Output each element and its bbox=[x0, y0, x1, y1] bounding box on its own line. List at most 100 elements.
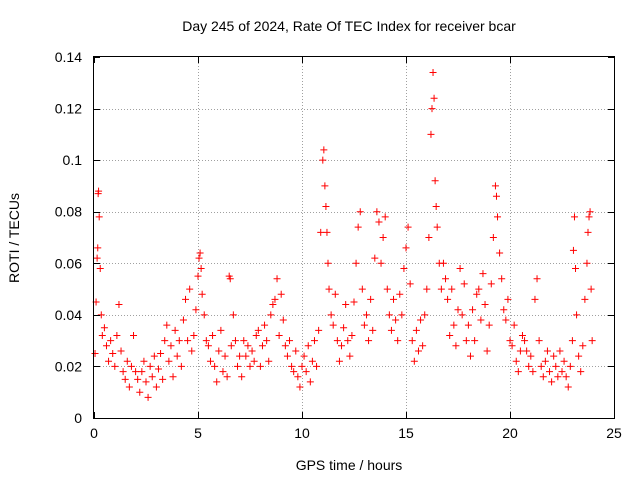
data-point bbox=[325, 285, 333, 293]
data-point bbox=[427, 130, 435, 138]
data-point bbox=[315, 326, 323, 334]
data-point bbox=[421, 311, 429, 319]
data-point bbox=[383, 285, 391, 293]
data-point bbox=[506, 337, 514, 345]
data-point bbox=[446, 331, 454, 339]
data-point bbox=[492, 192, 500, 200]
data-point bbox=[452, 342, 460, 350]
data-point bbox=[283, 352, 291, 360]
data-point bbox=[529, 368, 537, 376]
data-point bbox=[200, 311, 208, 319]
data-point bbox=[428, 105, 436, 113]
x-tick-labels: 0 5 10 15 20 25 bbox=[90, 425, 622, 441]
y-tick-label: 0.04 bbox=[55, 307, 82, 323]
y-tick-label: 0.06 bbox=[55, 255, 82, 271]
data-point bbox=[527, 352, 535, 360]
data-point bbox=[113, 331, 121, 339]
data-point bbox=[475, 285, 483, 293]
data-point bbox=[329, 321, 337, 329]
data-point bbox=[204, 342, 212, 350]
data-point bbox=[119, 368, 127, 376]
data-point bbox=[275, 331, 283, 339]
data-point bbox=[173, 352, 181, 360]
data-point bbox=[396, 290, 404, 298]
data-point bbox=[485, 321, 493, 329]
data-point bbox=[521, 337, 529, 345]
data-point bbox=[444, 295, 452, 303]
data-point bbox=[169, 373, 177, 381]
data-point bbox=[269, 301, 277, 309]
data-point bbox=[340, 324, 348, 332]
data-point bbox=[219, 368, 227, 376]
data-point bbox=[432, 203, 440, 211]
data-point bbox=[159, 375, 167, 383]
data-point bbox=[344, 337, 352, 345]
data-point bbox=[350, 298, 358, 306]
data-point bbox=[500, 306, 508, 314]
data-point bbox=[192, 306, 200, 314]
data-point bbox=[254, 326, 262, 334]
data-point bbox=[450, 321, 458, 329]
data-point bbox=[581, 295, 589, 303]
data-point bbox=[107, 337, 115, 345]
data-point bbox=[125, 383, 133, 391]
data-point bbox=[352, 259, 360, 267]
data-point bbox=[182, 295, 190, 303]
plot-frame bbox=[93, 56, 615, 419]
data-point bbox=[333, 337, 341, 345]
data-point bbox=[215, 347, 223, 355]
data-point bbox=[146, 362, 154, 370]
data-point bbox=[494, 213, 502, 221]
data-point bbox=[458, 311, 466, 319]
data-point bbox=[136, 388, 144, 396]
data-point bbox=[209, 331, 217, 339]
data-point bbox=[288, 362, 296, 370]
data-point bbox=[469, 306, 477, 314]
data-point bbox=[320, 146, 328, 154]
data-point bbox=[327, 311, 335, 319]
data-point bbox=[489, 234, 497, 241]
data-point bbox=[229, 311, 237, 319]
data-point bbox=[556, 347, 564, 355]
data-point bbox=[211, 362, 219, 370]
data-point bbox=[202, 337, 210, 345]
data-point bbox=[539, 373, 547, 381]
data-point bbox=[439, 259, 447, 267]
data-point bbox=[95, 187, 103, 195]
data-point bbox=[98, 331, 106, 339]
data-point bbox=[294, 373, 302, 381]
data-point bbox=[115, 301, 123, 309]
data-point bbox=[177, 362, 185, 370]
data-point bbox=[277, 290, 285, 298]
data-point bbox=[323, 228, 331, 236]
data-point bbox=[456, 264, 464, 272]
data-point bbox=[100, 324, 108, 332]
data-point bbox=[175, 337, 183, 345]
data-point bbox=[373, 208, 381, 216]
data-point bbox=[586, 208, 594, 216]
data-point bbox=[487, 280, 495, 288]
data-point bbox=[121, 375, 129, 383]
data-point bbox=[360, 321, 368, 329]
data-point bbox=[171, 326, 179, 334]
data-point bbox=[317, 228, 325, 236]
data-point bbox=[197, 264, 205, 272]
data-point bbox=[419, 342, 427, 350]
data-point bbox=[238, 373, 246, 381]
data-point bbox=[535, 337, 543, 345]
data-point bbox=[572, 264, 580, 272]
data-point bbox=[377, 259, 385, 267]
data-point bbox=[94, 244, 102, 252]
data-point bbox=[240, 337, 248, 345]
data-point bbox=[548, 378, 556, 386]
data-point bbox=[346, 352, 354, 360]
data-point bbox=[448, 285, 456, 293]
data-point bbox=[390, 295, 398, 303]
data-point bbox=[263, 337, 271, 345]
data-point bbox=[206, 357, 214, 365]
data-point bbox=[142, 378, 150, 386]
data-point bbox=[371, 254, 379, 262]
data-point bbox=[292, 347, 300, 355]
data-point bbox=[300, 352, 308, 360]
data-point bbox=[375, 218, 383, 226]
